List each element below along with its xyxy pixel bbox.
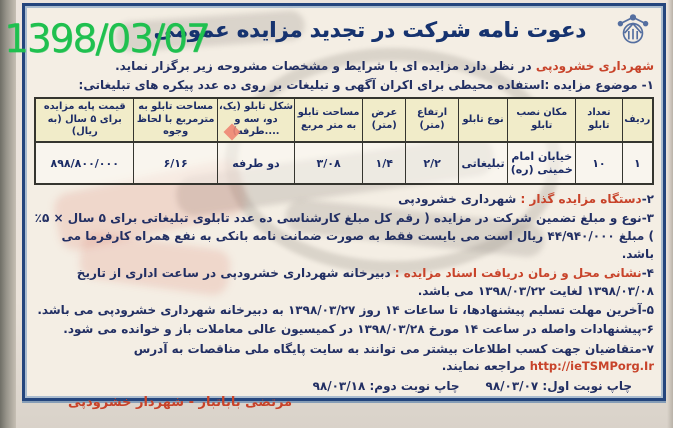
municipality-logo-icon (617, 14, 649, 44)
col-height: ارتفاع (متر) (405, 97, 459, 144)
cell-height: ۲/۲ (405, 141, 459, 185)
notice-items: ۲-دستگاه مزایده گذار : شهرداری خشرودپی ۳… (34, 191, 654, 376)
cell-row-number: ۱ (621, 141, 654, 185)
item-label: نشانی محل و زمان دریافت اسناد مزایده : (394, 266, 642, 281)
item-text: آخرین مهلت تسلیم پیشنهادها، تا ساعات ۱۴ … (37, 303, 642, 318)
item-number: ۳- (641, 211, 654, 226)
notice-item-6: ۶-پیشنهادات واصله در ساعت ۱۴ مورخ ۱۳۹۸/۰… (34, 321, 654, 339)
issuer-name: شهرداری خشرودپی (535, 59, 654, 73)
tenders-website-url: http://ieTSMPorg.Ir (529, 359, 654, 374)
green-date-stamp: 1398/03/07 (4, 17, 211, 62)
col-sign-count: تعداد تابلو (575, 97, 623, 144)
notice-title: دعوت نامه شرکت در تجدید مزایده عمومی (153, 18, 587, 42)
item-text: نوع و مبلغ تضمین شرکت در مزایده ( رقم کل… (34, 211, 654, 261)
notice-item-3: ۳-نوع و مبلغ تضمین شرکت در مزایده ( رقم … (34, 210, 654, 263)
cell-sign-shape: دو طرفه (216, 141, 296, 185)
item-number: ۴- (641, 266, 654, 281)
col-sign-shape: شکل تابلو (یک، دو، سه و ....طرفه) (216, 97, 296, 144)
cell-install-location: خیابان امام خمینی (ره) (507, 141, 577, 185)
col-row-number: ردیف (621, 97, 654, 144)
cell-area: ۳/۰۸ (294, 141, 364, 185)
item-text: متقاضیان جهت کسب اطلاعات بیشتر می توانند… (133, 341, 642, 356)
item-label: دستگاه مزایده گذار : (520, 192, 642, 207)
cell-base-price: ۸۹۸/۸۰۰/۰۰۰ (34, 141, 135, 185)
item-number: ۷- (641, 341, 654, 356)
intro-text: در نظر دارد مزایده ای با شرایط و مشخصات … (115, 59, 536, 73)
item-number: ۶- (641, 322, 654, 337)
subject-line: ۱- موضوع مزایده :استفاده محیطی برای اکرا… (78, 78, 654, 92)
table-row: ۱ ۱۰ خیابان امام خمینی (ره) تبلیغاتی ۲/۲… (34, 141, 654, 185)
scan-edge-right (667, 0, 673, 428)
notice-content: دعوت نامه شرکت در تجدید مزایده عمومی شهر… (25, 6, 663, 410)
print-first-run: چاپ نوبت اول: ۹۸/۰۳/۰۷ (485, 379, 633, 394)
col-width: عرض (متر) (362, 97, 407, 144)
cell-area-with-faces: ۶/۱۶ (133, 141, 218, 185)
item-number: ۵- (641, 303, 654, 318)
col-sign-type: نوع تابلو (457, 97, 509, 144)
item-number: ۲- (641, 192, 654, 207)
notice-item-4: ۴-نشانی محل و زمان دریافت اسناد مزایده :… (34, 265, 654, 301)
col-base-price: قیمت پایه مزایده برای ۵ سال (به ریال) (34, 97, 135, 144)
item-text: شهرداری خشرودپی (398, 192, 521, 207)
scan-edge-left (0, 0, 16, 428)
notice-frame: دعوت نامه شرکت در تجدید مزایده عمومی شهر… (22, 3, 666, 410)
cell-sign-count: ۱۰ (575, 141, 623, 185)
item-text: مراجعه نمایند. (441, 359, 530, 374)
notice-item-5: ۵-آخرین مهلت تسلیم پیشنهادها، تا ساعات ۱… (34, 302, 654, 320)
print-second-run: چاپ نوبت دوم: ۹۸/۰۳/۱۸ (312, 379, 460, 394)
notice-item-7: ۷-متقاضیان جهت کسب اطلاعات بیشتر می توان… (34, 341, 654, 377)
col-area: مساحت تابلو به متر مربع (294, 97, 364, 144)
cell-width: ۱/۴ (362, 141, 407, 185)
item-text: پیشنهادات واصله در ساعت ۱۴ مورخ ۱۳۹۸/۰۳/… (63, 322, 642, 337)
notice-header: دعوت نامه شرکت در تجدید مزایده عمومی (34, 9, 654, 56)
intro-line: شهرداری خشرودپی در نظر دارد مزایده ای با… (34, 57, 654, 75)
col-area-with-faces: مساحت تابلو به مترمربع با لحاظ وجوه (133, 97, 218, 144)
mayor-signature: مرتضی باباتبار - شهردار خشرودپی (68, 395, 293, 411)
cell-sign-type: تبلیغاتی (457, 141, 509, 185)
notice-item-2: ۲-دستگاه مزایده گذار : شهرداری خشرودپی (34, 191, 654, 209)
table-header-row: ردیف تعداد تابلو مکان نصب تابلو نوع تابل… (34, 97, 654, 144)
print-dates: چاپ نوبت اول: ۹۸/۰۳/۰۷ چاپ نوبت دوم: ۹۸/۰… (34, 379, 632, 393)
col-install-location: مکان نصب تابلو (507, 97, 577, 144)
auction-spec-table: ردیف تعداد تابلو مکان نصب تابلو نوع تابل… (34, 97, 654, 186)
item-text: دبیرخانه شهرداری خشرودپی در ساعت اداری ا… (76, 266, 654, 298)
